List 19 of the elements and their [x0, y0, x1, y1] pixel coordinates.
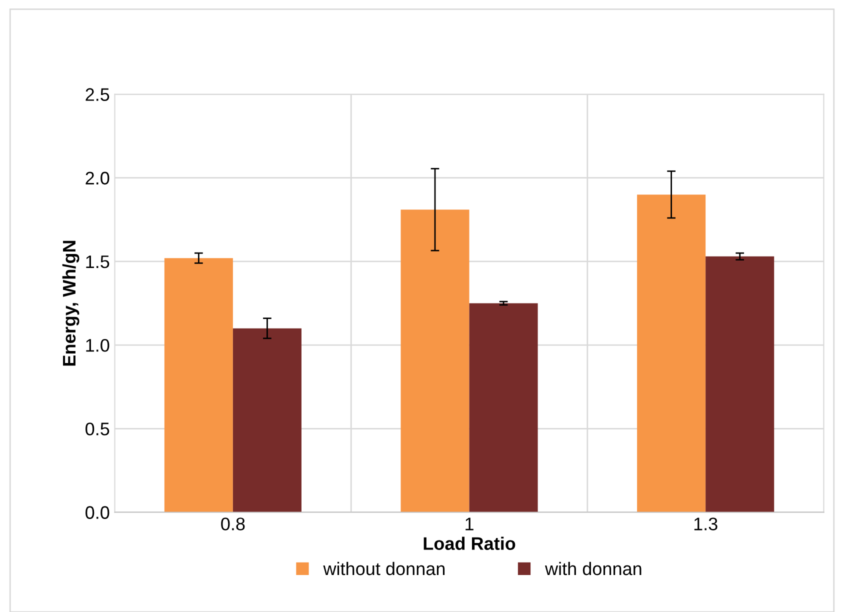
y-tick-label: 2.5 [86, 88, 110, 101]
x-tick-label: 0.8 [221, 518, 245, 530]
text: 0.0 [86, 506, 110, 519]
legend-label: with donnan [544, 562, 642, 576]
text: 1.0 [86, 338, 110, 352]
bar [164, 258, 233, 512]
y-axis-title: Energy, Wh/gN [62, 240, 80, 366]
bar [400, 210, 470, 512]
bar [706, 256, 774, 512]
x-tick-label: 1 [466, 518, 474, 530]
y-tick-label: 0.5 [86, 422, 110, 436]
x-axis-title: Load Ratio [424, 536, 516, 550]
bar [637, 194, 706, 512]
bar [469, 303, 538, 512]
y-tick-label: 1.5 [86, 256, 110, 268]
text: 2.0 [86, 172, 110, 185]
legend-label: without donnan [323, 562, 445, 576]
bar [232, 328, 302, 512]
x-tick-label: 1.3 [694, 518, 718, 530]
